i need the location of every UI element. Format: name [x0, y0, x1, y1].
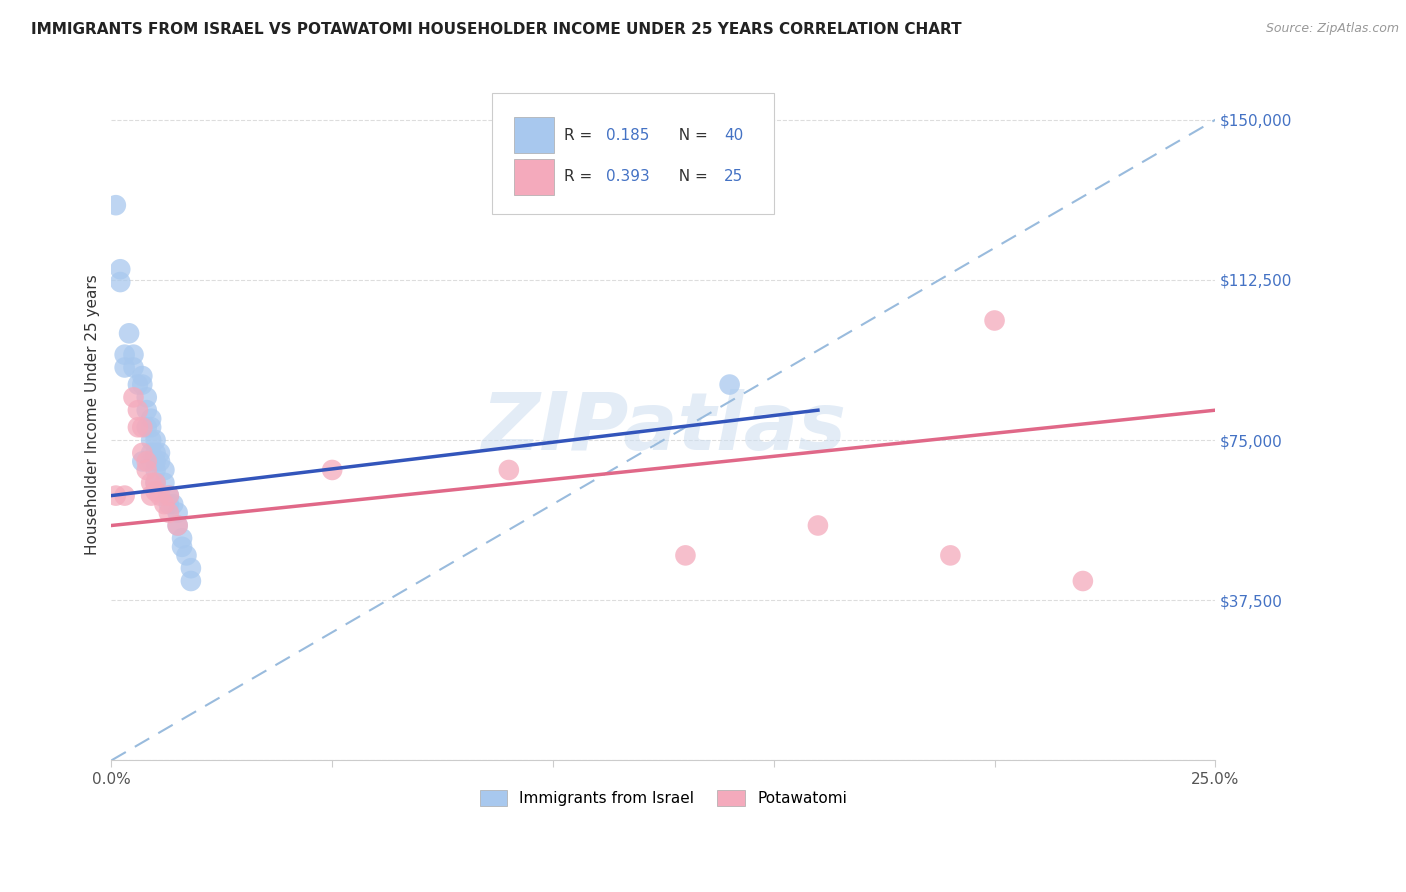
- Point: [135, 420, 157, 434]
- Text: 0.393: 0.393: [606, 169, 650, 185]
- Point: [110, 262, 132, 277]
- Point: [127, 420, 149, 434]
- Point: [162, 497, 184, 511]
- Text: ZIPatlas: ZIPatlas: [481, 389, 846, 467]
- Text: 25: 25: [724, 169, 744, 185]
- Point: [122, 360, 145, 375]
- Point: [145, 484, 167, 499]
- Point: [135, 454, 157, 468]
- Point: [157, 489, 180, 503]
- Text: N =: N =: [669, 169, 713, 185]
- Point: [104, 198, 127, 212]
- Point: [145, 463, 167, 477]
- Point: [145, 433, 167, 447]
- Point: [157, 489, 180, 503]
- Point: [131, 446, 153, 460]
- Point: [118, 326, 141, 341]
- FancyBboxPatch shape: [515, 159, 554, 194]
- Point: [1071, 574, 1094, 588]
- Point: [170, 540, 193, 554]
- Legend: Immigrants from Israel, Potawatomi: Immigrants from Israel, Potawatomi: [471, 780, 856, 815]
- FancyBboxPatch shape: [515, 117, 554, 153]
- Point: [157, 497, 180, 511]
- Point: [141, 475, 163, 490]
- Point: [127, 377, 149, 392]
- Point: [110, 275, 132, 289]
- Text: Source: ZipAtlas.com: Source: ZipAtlas.com: [1265, 22, 1399, 36]
- Point: [153, 497, 176, 511]
- Point: [141, 420, 163, 434]
- Point: [131, 377, 153, 392]
- Point: [131, 454, 153, 468]
- Point: [180, 561, 202, 575]
- Point: [149, 454, 172, 468]
- Text: R =: R =: [564, 128, 598, 143]
- Point: [807, 518, 830, 533]
- FancyBboxPatch shape: [492, 93, 773, 214]
- Point: [122, 390, 145, 404]
- Text: 40: 40: [724, 128, 744, 143]
- Point: [983, 313, 1005, 327]
- Text: R =: R =: [564, 169, 598, 185]
- Point: [321, 463, 343, 477]
- Point: [114, 489, 136, 503]
- Text: N =: N =: [669, 128, 713, 143]
- Text: 0.185: 0.185: [606, 128, 650, 143]
- Point: [157, 506, 180, 520]
- Y-axis label: Householder Income Under 25 years: Householder Income Under 25 years: [86, 274, 100, 555]
- Point: [675, 549, 697, 563]
- Point: [114, 360, 136, 375]
- Point: [131, 369, 153, 384]
- Point: [145, 454, 167, 468]
- Point: [166, 518, 188, 533]
- Point: [145, 475, 167, 490]
- Point: [180, 574, 202, 588]
- Point: [166, 506, 188, 520]
- Point: [166, 518, 188, 533]
- Point: [141, 433, 163, 447]
- Point: [122, 348, 145, 362]
- Point: [718, 377, 741, 392]
- Point: [145, 446, 167, 460]
- Point: [114, 348, 136, 362]
- Point: [131, 420, 153, 434]
- Point: [135, 403, 157, 417]
- Point: [135, 390, 157, 404]
- Point: [141, 411, 163, 425]
- Point: [135, 463, 157, 477]
- Point: [127, 403, 149, 417]
- Point: [149, 489, 172, 503]
- Point: [149, 446, 172, 460]
- Point: [153, 475, 176, 490]
- Point: [141, 454, 163, 468]
- Text: IMMIGRANTS FROM ISRAEL VS POTAWATOMI HOUSEHOLDER INCOME UNDER 25 YEARS CORRELATI: IMMIGRANTS FROM ISRAEL VS POTAWATOMI HOU…: [31, 22, 962, 37]
- Point: [104, 489, 127, 503]
- Point: [498, 463, 520, 477]
- Point: [141, 446, 163, 460]
- Point: [141, 489, 163, 503]
- Point: [153, 463, 176, 477]
- Point: [939, 549, 962, 563]
- Point: [145, 475, 167, 490]
- Point: [176, 549, 198, 563]
- Point: [170, 531, 193, 545]
